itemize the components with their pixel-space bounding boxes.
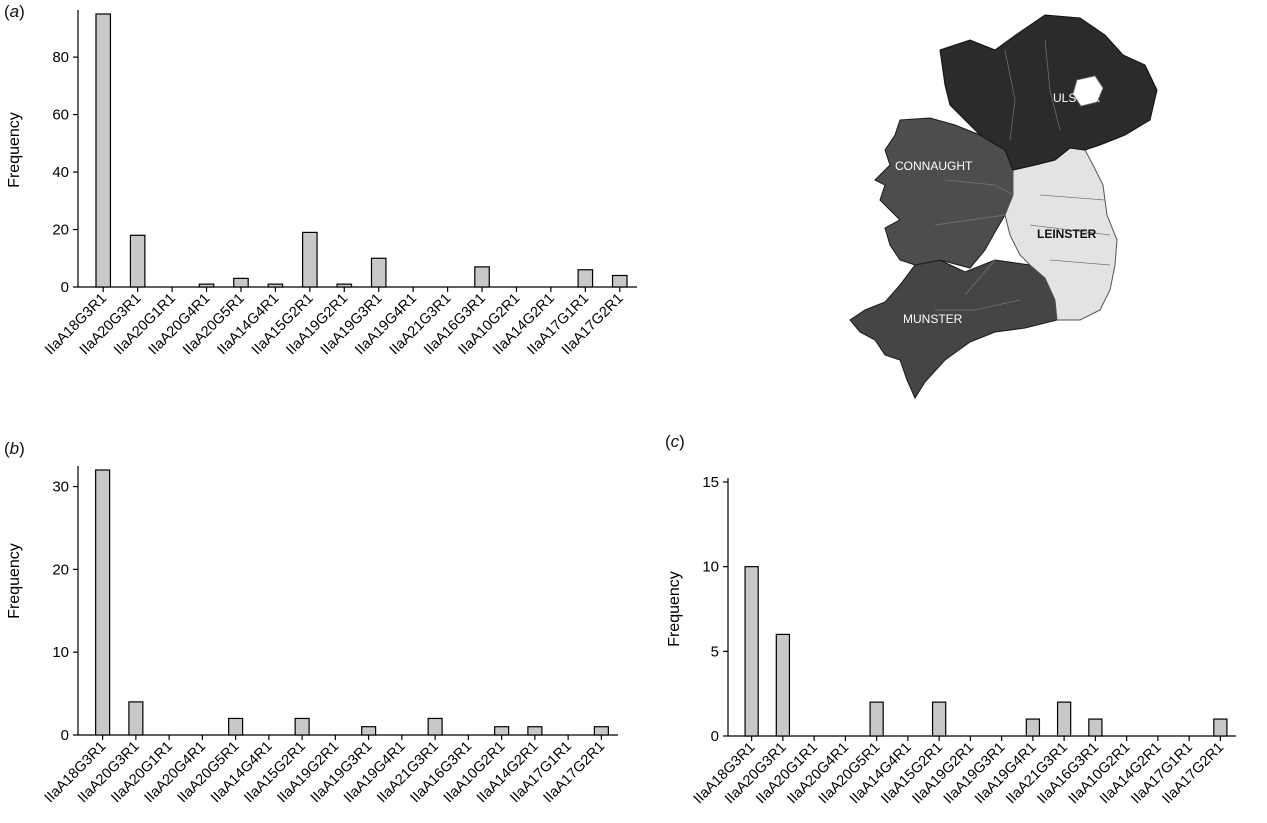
bar-IIaA21G3R1	[427, 717, 443, 736]
bar-IIaA17G1R1	[577, 269, 594, 288]
y-tick-label: 5	[711, 643, 719, 660]
bar-IIaA19G3R1	[370, 257, 387, 288]
y-axis-label: Frequency	[666, 571, 683, 647]
bar-IIaA18G3R1	[95, 13, 112, 288]
bar-chart-a: 020406080FrequencyIIaA18G3R1IIaA20G3R1II…	[6, 10, 637, 358]
y-tick-label: 80	[52, 49, 69, 66]
y-tick-label: 10	[702, 559, 719, 576]
y-tick-label: 0	[61, 727, 69, 744]
bar-IIaA14G4R1	[267, 283, 284, 288]
bar-IIaA20G5R1	[233, 277, 249, 288]
bar-IIaA17G2R1	[593, 726, 609, 736]
munster-region	[849, 259, 1058, 400]
panel-letter: b	[9, 439, 20, 458]
bar-IIaA20G3R1	[129, 234, 146, 288]
panel-letter: a	[9, 2, 20, 21]
paren-open: (	[4, 2, 10, 21]
province-label-connaught: CONNAUGHT	[895, 159, 973, 173]
bar-IIaA18G3R1	[95, 469, 111, 736]
bar-IIaA19G2R1	[336, 283, 353, 288]
paren-close: )	[19, 439, 25, 458]
y-tick-label: 0	[711, 728, 719, 745]
bar-IIaA16G3R1	[1088, 718, 1103, 737]
bar-IIaA20G5R1	[869, 701, 884, 737]
bar-IIaA20G3R1	[128, 701, 144, 736]
y-tick-label: 10	[52, 644, 69, 661]
bar-IIaA19G4R1	[1025, 718, 1041, 737]
y-axis-label: Frequency	[6, 543, 23, 619]
y-tick-label: 30	[52, 479, 69, 496]
bar-chart-c: 051015FrequencyIIaA18G3R1IIaA20G3R1IIaA2…	[666, 474, 1236, 807]
lough-neagh	[1072, 75, 1104, 107]
bar-IIaA21G3R1	[1056, 701, 1072, 737]
province-label-leinster: LEINSTER	[1037, 227, 1097, 241]
y-tick-label: 20	[52, 561, 69, 578]
y-tick-label: 60	[52, 107, 69, 124]
panel-letter: c	[670, 432, 680, 451]
bar-IIaA10G2R1	[494, 726, 510, 736]
panel-label-b: (b)	[4, 439, 25, 459]
ulster-region	[939, 14, 1158, 171]
bar-IIaA15G2R1	[302, 231, 318, 288]
county-borders	[934, 39, 1111, 311]
y-axis-label: Frequency	[6, 112, 23, 188]
bar-IIaA20G5R1	[228, 717, 244, 736]
y-tick-label: 40	[52, 164, 69, 181]
bar-IIaA17G2R1	[1213, 718, 1228, 737]
bar-IIaA15G2R1	[931, 701, 947, 737]
ireland-province-map: ULSTER CONNAUGHT LEINSTER MUNSTER	[849, 14, 1158, 400]
paren-close: )	[679, 432, 685, 451]
panel-label-a: (a)	[4, 2, 25, 22]
bar-IIaA18G3R1	[744, 566, 759, 737]
paren-close: )	[19, 2, 25, 21]
y-tick-label: 15	[702, 474, 719, 491]
bar-IIaA20G4R1	[198, 283, 215, 288]
bar-IIaA15G2R1	[294, 717, 310, 736]
province-label-munster: MUNSTER	[903, 312, 963, 326]
bar-IIaA17G2R1	[611, 274, 628, 288]
y-tick-label: 0	[61, 279, 69, 296]
bar-IIaA16G3R1	[474, 266, 490, 288]
paren-open: (	[665, 432, 671, 451]
bar-chart-b: 0102030FrequencyIIaA18G3R1IIaA20G3R1IIaA…	[6, 466, 618, 806]
province-label-ulster: ULSTER	[1053, 91, 1101, 105]
bar-IIaA20G3R1	[775, 633, 791, 737]
bar-IIaA19G3R1	[361, 726, 377, 736]
panel-label-c: (c)	[665, 432, 685, 452]
y-tick-label: 20	[52, 222, 69, 239]
bar-IIaA14G2R1	[527, 726, 543, 736]
paren-open: (	[4, 439, 10, 458]
